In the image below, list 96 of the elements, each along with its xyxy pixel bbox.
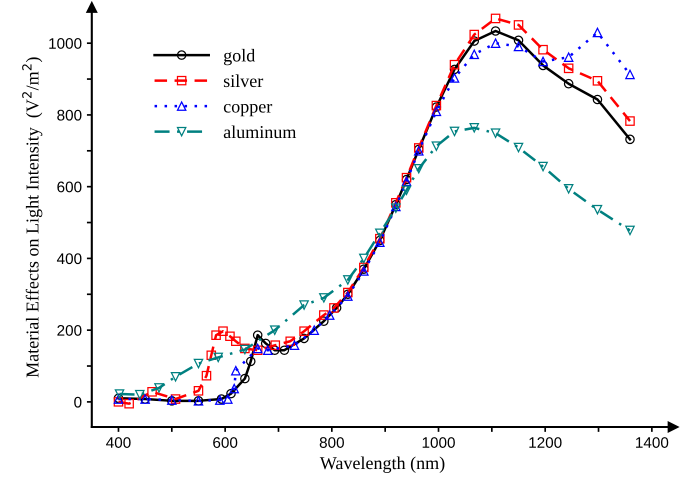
point [213,352,224,362]
point [592,94,602,104]
point [260,338,270,348]
x-tick-label: 1200 [529,437,562,448]
legend-label: aluminum [224,125,296,138]
point [538,162,548,172]
point [225,331,235,342]
point [319,293,329,303]
point [592,28,602,38]
point [625,226,635,236]
point [469,123,480,133]
point [226,388,236,398]
y-tick-label: 0 [74,396,82,408]
x-tick-label: 800 [320,437,344,448]
point [538,60,548,70]
point [564,184,574,194]
point [263,345,273,356]
point [402,185,412,196]
point [147,387,157,397]
point [114,389,124,399]
x-tick-label: 600 [213,437,238,448]
point [280,345,290,356]
point [299,300,309,310]
point [625,116,635,126]
x-tick-label: 1400 [636,437,668,448]
point [154,383,164,393]
point [514,42,524,52]
point [194,358,204,368]
point [490,38,500,48]
point [538,56,548,66]
point [246,356,256,366]
point [252,330,262,340]
point [514,20,524,30]
point [290,340,300,350]
point [124,398,134,408]
point [231,366,241,376]
point [231,336,241,346]
point [270,340,280,350]
point [564,64,574,74]
y-tick-label: 200 [57,325,82,336]
point [309,325,320,335]
point [114,397,124,407]
y-axis-title: Material Effects on Light Intensity (V$^{2}$/m$^{2}$) [22,57,42,378]
point [343,275,353,285]
point [469,30,480,40]
point [450,126,460,136]
x-tick-label: 400 [106,437,131,448]
point [432,141,442,151]
x-axis-title: Wavelength (nm) [320,456,444,473]
point [469,50,480,60]
point [490,128,500,138]
x-tick-label: 1000 [422,437,455,448]
point [170,372,180,382]
point [592,76,602,86]
point [490,26,500,36]
point [285,336,296,346]
point [324,310,334,320]
point [319,316,329,326]
point [299,334,309,344]
point [564,52,574,62]
y-tick-label: 600 [57,182,82,192]
y-tick-label: 400 [56,253,82,264]
point [299,326,309,336]
y-tick-label: 1000 [49,38,82,49]
point [194,386,204,396]
point [375,228,385,238]
y-tick-label: 800 [57,110,82,121]
point [135,390,145,400]
point [564,78,574,89]
point [329,303,339,313]
point [625,134,635,144]
point [450,60,460,70]
point [270,325,280,335]
point [332,303,342,313]
point [538,44,548,54]
legend-label: copper [224,104,272,116]
point [625,70,635,80]
point [592,204,602,214]
point [218,326,228,336]
point [359,254,369,264]
point [450,73,460,83]
legend-label: gold [224,48,256,66]
point [229,384,240,394]
point [514,36,524,46]
point [223,394,233,404]
point [514,142,524,152]
point [170,394,180,404]
point [490,14,500,24]
legend-label: silver [224,74,264,88]
point [202,370,212,380]
point [240,374,250,384]
point [450,64,460,74]
point [319,310,329,320]
point [432,106,442,116]
point [211,330,221,340]
point [414,164,424,174]
